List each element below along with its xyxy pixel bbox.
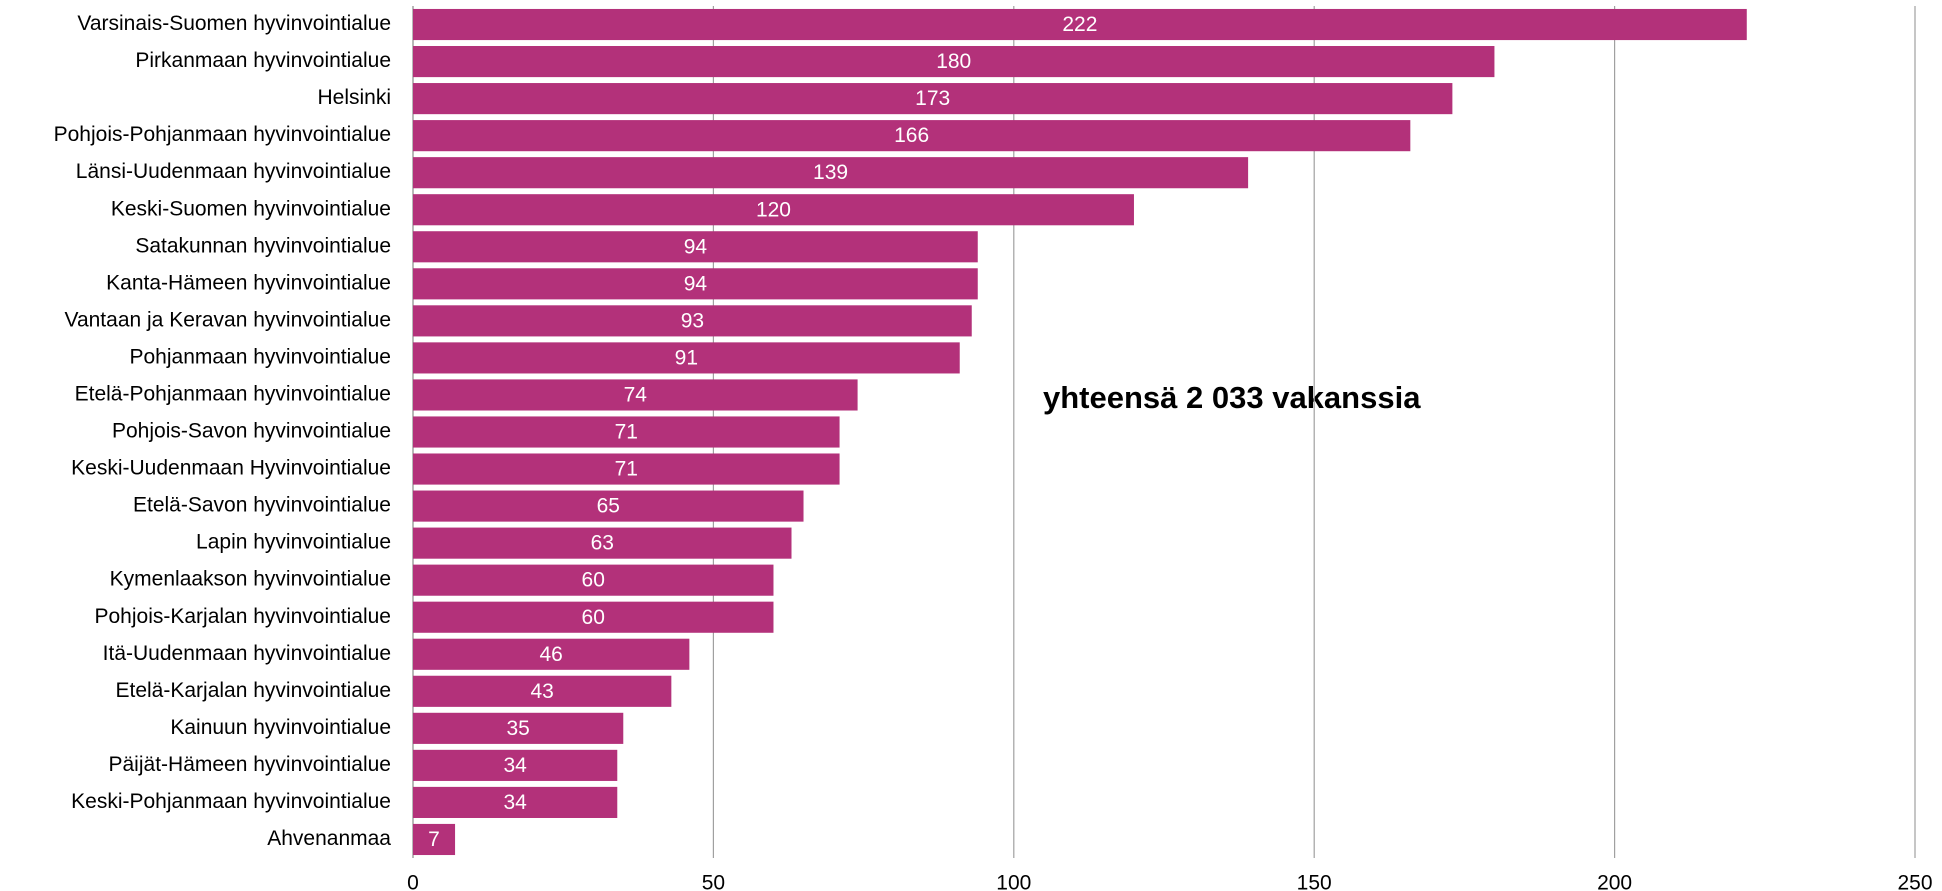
bar — [413, 712, 624, 744]
y-tick-label: Satakunnan hyvinvointialue — [135, 234, 391, 257]
value-label: 71 — [615, 421, 638, 444]
x-tick-label: 150 — [1297, 872, 1332, 891]
bar — [413, 83, 1453, 115]
bar — [413, 749, 618, 781]
bar — [413, 157, 1249, 189]
y-tick-label: Kymenlaakson hyvinvointialue — [110, 568, 391, 591]
x-tick-label: 200 — [1597, 872, 1632, 891]
value-label: 63 — [591, 532, 614, 555]
bar — [413, 46, 1495, 78]
value-label: 222 — [1062, 13, 1097, 36]
y-tick-label: Päijät-Hämeen hyvinvointialue — [109, 753, 392, 776]
y-tick-label: Etelä-Savon hyvinvointialue — [133, 494, 391, 517]
bar — [413, 453, 840, 485]
y-tick-label: Kanta-Hämeen hyvinvointialue — [106, 271, 391, 294]
y-tick-label: Itä-Uudenmaan hyvinvointialue — [103, 642, 391, 665]
y-tick-label: Pohjois-Savon hyvinvointialue — [112, 420, 391, 443]
bar — [413, 416, 840, 448]
y-tick-label: Pirkanmaan hyvinvointialue — [135, 49, 391, 72]
bar — [413, 379, 858, 411]
y-tick-label: Helsinki — [317, 86, 391, 109]
value-label: 180 — [936, 50, 971, 73]
bar — [413, 120, 1411, 152]
annotation: yhteensä 2 033 vakanssia — [1043, 380, 1421, 415]
bar — [413, 786, 618, 818]
value-label: 173 — [915, 87, 950, 110]
bar — [413, 305, 972, 337]
y-tick-label: Varsinais-Suomen hyvinvointialue — [77, 12, 391, 35]
bar — [413, 675, 672, 707]
x-tick-label: 250 — [1897, 872, 1932, 891]
bar — [413, 268, 978, 300]
y-tick-label: Keski-Uudenmaan Hyvinvointialue — [71, 457, 391, 480]
y-tick-label: Keski-Suomen hyvinvointialue — [111, 197, 391, 220]
value-label: 60 — [582, 606, 605, 629]
bar — [413, 8, 1747, 41]
value-label: 43 — [530, 680, 553, 703]
value-label: 91 — [675, 346, 698, 369]
value-label: 120 — [756, 198, 791, 221]
value-label: 93 — [681, 309, 704, 332]
y-tick-label: Pohjois-Pohjanmaan hyvinvointialue — [54, 123, 391, 146]
bar — [413, 342, 960, 374]
y-tick-label: Kainuun hyvinvointialue — [170, 716, 391, 739]
value-label: 35 — [506, 717, 529, 740]
value-label: 60 — [582, 569, 605, 592]
y-tick-label: Lapin hyvinvointialue — [196, 531, 391, 554]
y-tick-label: Etelä-Karjalan hyvinvointialue — [116, 679, 392, 702]
value-label: 71 — [615, 458, 638, 481]
y-tick-label: Vantaan ja Keravan hyvinvointialue — [65, 308, 392, 331]
value-label: 94 — [684, 272, 708, 295]
bar — [413, 823, 456, 856]
y-tick-label: Pohjanmaan hyvinvointialue — [129, 345, 391, 368]
x-tick-label: 0 — [407, 872, 419, 891]
bar — [413, 601, 774, 633]
bar — [413, 564, 774, 596]
value-label: 65 — [597, 495, 620, 518]
y-tick-label: Keski-Pohjanmaan hyvinvointialue — [71, 790, 391, 813]
bar — [413, 638, 690, 670]
value-label: 46 — [540, 643, 563, 666]
value-label: 34 — [503, 754, 527, 777]
bar — [413, 490, 804, 522]
x-tick-label: 50 — [702, 872, 725, 891]
y-tick-label: Pohjois-Karjalan hyvinvointialue — [94, 605, 391, 628]
y-tick-label: Länsi-Uudenmaan hyvinvointialue — [76, 160, 391, 183]
bar — [413, 527, 792, 559]
y-tick-label: Ahvenanmaa — [267, 827, 391, 850]
value-label: 7 — [428, 828, 440, 851]
value-label: 94 — [684, 235, 708, 258]
value-label: 74 — [624, 384, 648, 407]
x-tick-label: 100 — [996, 872, 1031, 891]
value-label: 34 — [503, 791, 527, 814]
bar — [413, 231, 978, 263]
value-label: 139 — [813, 161, 848, 184]
y-tick-label: Etelä-Pohjanmaan hyvinvointialue — [75, 383, 391, 406]
value-label: 166 — [894, 124, 929, 147]
bar — [413, 194, 1134, 226]
